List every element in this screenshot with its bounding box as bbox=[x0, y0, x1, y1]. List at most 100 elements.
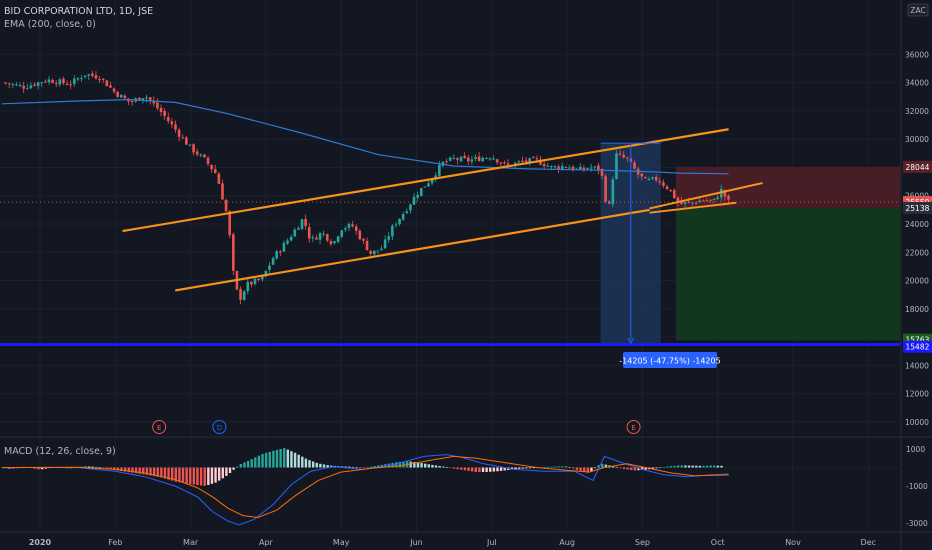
macd-histogram-bar bbox=[286, 449, 290, 468]
macd-histogram-bar bbox=[84, 466, 87, 468]
support-price-badge[interactable] bbox=[903, 340, 932, 353]
candle-down bbox=[98, 79, 101, 81]
macd-histogram-bar bbox=[684, 465, 687, 468]
inner-channel-lower-trendline[interactable] bbox=[649, 201, 737, 214]
time-axis[interactable]: 2020 Feb Mar Apr May Jun Jul Aug Sep Oct Nov Dec bbox=[29, 538, 876, 547]
candle-down bbox=[138, 97, 141, 101]
channel-lower-trendline[interactable] bbox=[175, 208, 650, 292]
stop-price-badge[interactable] bbox=[903, 160, 932, 173]
inner-channel-upper-trendline[interactable] bbox=[649, 182, 763, 210]
event-marker-label: D bbox=[217, 424, 222, 432]
price-tick-label: 22000 bbox=[905, 248, 929, 257]
price-axis[interactable]: 1000012000140001600018000200002200024000… bbox=[903, 50, 932, 528]
macd-histogram-bar bbox=[460, 467, 463, 470]
candle-up bbox=[553, 166, 557, 168]
time-tick-label: Oct bbox=[711, 538, 725, 547]
macd-histogram-bar bbox=[362, 467, 365, 469]
macd-histogram-bar bbox=[134, 467, 138, 474]
candle-up bbox=[380, 248, 383, 251]
macd-histogram-bar bbox=[557, 466, 561, 468]
macd-histogram-bar bbox=[561, 466, 564, 468]
candle-up bbox=[293, 229, 297, 237]
candle-up bbox=[11, 84, 15, 86]
measure-label-box[interactable] bbox=[623, 352, 717, 368]
candle-down bbox=[597, 165, 600, 170]
drawing-overlays[interactable]: -14205 (-47.75%) -14205 bbox=[0, 128, 900, 368]
candle-down bbox=[477, 156, 481, 162]
macd-histogram-bar bbox=[586, 467, 590, 473]
macd-histogram-bar bbox=[546, 466, 550, 468]
candle-down bbox=[644, 177, 647, 179]
candle-up bbox=[593, 166, 597, 168]
candle-up bbox=[376, 250, 380, 252]
candle-up bbox=[289, 236, 293, 241]
target-price-label: 15763 bbox=[906, 336, 930, 345]
macd-histogram-bar bbox=[420, 462, 423, 468]
macd-histogram-bar bbox=[698, 465, 702, 468]
macd-histogram-bar bbox=[478, 467, 481, 473]
macd-histogram-bar bbox=[434, 465, 438, 468]
candle-up bbox=[586, 168, 589, 170]
candle-up bbox=[141, 98, 145, 101]
candle-down bbox=[354, 226, 358, 231]
candle-down bbox=[466, 157, 470, 162]
event-marker[interactable] bbox=[152, 420, 167, 434]
entry-price-badge[interactable] bbox=[903, 201, 932, 214]
candle-up bbox=[474, 157, 477, 159]
macd-line[interactable] bbox=[1, 454, 729, 526]
candle-down bbox=[640, 173, 644, 177]
macd-histogram-bar bbox=[517, 467, 521, 469]
candle-up bbox=[145, 97, 148, 99]
take-profit-zone[interactable] bbox=[675, 207, 900, 341]
macd-histogram-bar bbox=[442, 466, 445, 468]
candle-up bbox=[416, 194, 419, 198]
candle-up bbox=[119, 94, 123, 98]
macd-histogram-bar bbox=[105, 467, 109, 469]
candle-up bbox=[26, 88, 29, 90]
time-tick-label: Dec bbox=[861, 538, 876, 547]
macd-histogram-bar bbox=[369, 466, 373, 468]
ema-200-line[interactable] bbox=[1, 98, 729, 175]
ema-indicator-label[interactable]: EMA (200, close, 0) bbox=[4, 19, 96, 30]
candle-up bbox=[409, 204, 412, 211]
candle-up bbox=[517, 161, 521, 163]
macd-histogram-bar bbox=[655, 467, 658, 469]
event-marker[interactable] bbox=[212, 420, 227, 434]
macd-histogram-bar bbox=[583, 467, 586, 472]
macd-histogram-bar bbox=[264, 452, 268, 468]
candle-down bbox=[109, 85, 112, 88]
candle-down bbox=[633, 162, 636, 169]
macd-histogram-bar bbox=[178, 467, 181, 483]
macd-histogram-bar bbox=[181, 467, 185, 483]
macd-histogram-bar bbox=[395, 462, 398, 468]
candle-up bbox=[528, 158, 532, 164]
time-tick-label: Feb bbox=[108, 538, 122, 547]
currency-badge[interactable] bbox=[907, 3, 929, 17]
candle-up bbox=[488, 158, 492, 160]
event-marker[interactable] bbox=[626, 420, 641, 434]
candle-down bbox=[532, 157, 535, 159]
candle-down bbox=[304, 218, 307, 226]
macd-histogram-bar bbox=[156, 467, 159, 477]
macd-histogram-bar bbox=[304, 458, 308, 468]
macd-histogram-bar bbox=[163, 467, 167, 479]
macd-histogram-bar bbox=[44, 467, 47, 469]
macd-histogram-bar bbox=[554, 466, 557, 468]
macd-histogram-bar bbox=[152, 467, 156, 477]
macd-signal-line[interactable] bbox=[2, 455, 729, 519]
macd-histogram-bar bbox=[275, 449, 279, 468]
time-tick-label: 2020 bbox=[29, 538, 52, 547]
macd-histogram-bar bbox=[644, 467, 647, 470]
candle-down bbox=[701, 200, 705, 202]
candle-down bbox=[521, 160, 524, 162]
macd-indicator-label[interactable]: MACD (12, 26, close, 9) bbox=[4, 446, 116, 457]
price-tick-label: 32000 bbox=[905, 107, 929, 116]
channel-upper-trendline[interactable] bbox=[122, 128, 729, 233]
event-marker-label: E bbox=[157, 424, 161, 432]
macd-histogram-bar bbox=[456, 467, 459, 470]
candle-down bbox=[539, 159, 542, 165]
candle-up bbox=[58, 79, 62, 85]
